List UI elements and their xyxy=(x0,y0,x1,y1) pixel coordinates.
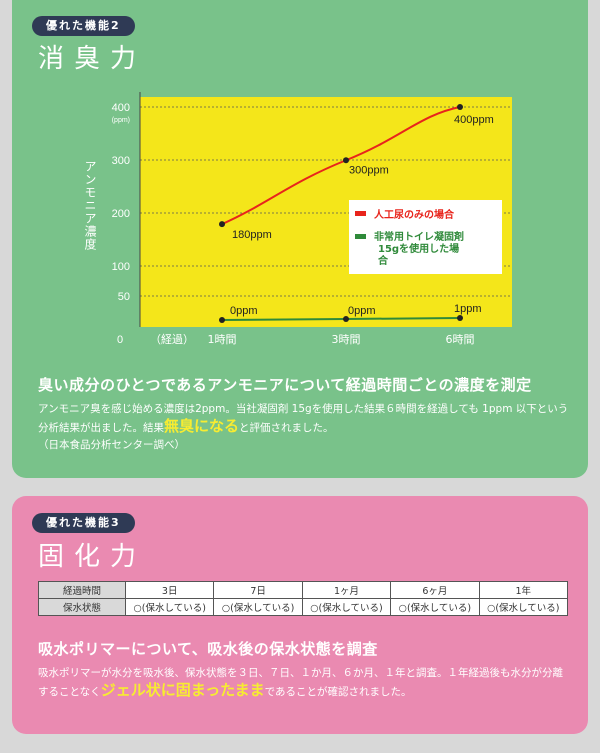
data-point xyxy=(457,104,463,110)
table-cell: ○(保水している) xyxy=(478,598,569,616)
y-tick-label: 50 xyxy=(118,291,130,303)
retention-text-2: であることが確認されました。 xyxy=(264,686,412,698)
legend-swatch xyxy=(355,234,366,239)
y-tick-label: 200 xyxy=(112,208,130,220)
odorless-highlight: 無臭になる xyxy=(164,417,240,435)
table-header-row: 経過時間 3日 7日 1ヶ月 6ヶ月 1年 xyxy=(38,581,569,599)
data-label: 400ppm xyxy=(454,114,494,126)
measurement-text-2: と評価されました。 xyxy=(239,422,334,434)
data-point xyxy=(457,315,463,321)
table-header: 7日 xyxy=(213,581,303,599)
measurement-heading: 臭い成分のひとつであるアンモニアについて経過時間ごとの濃度を測定 xyxy=(38,376,532,394)
legend-swatch xyxy=(355,211,366,216)
section-title: 固化力 xyxy=(38,542,147,572)
data-label: 0ppm xyxy=(230,305,258,317)
y-tick-label: 400 xyxy=(112,102,130,114)
table-cell: ○(保水している) xyxy=(124,598,215,616)
table-cell: ○(保水している) xyxy=(390,598,480,616)
solidifying-description: 吸水ポリマーについて、吸水後の保水状態を調査 吸水ポリマーが水分を吸水後、保水状… xyxy=(38,638,573,701)
row-label: 保水状態 xyxy=(38,598,126,616)
retention-text: 吸水ポリマーが水分を吸水後、保水状態を３日、７日、１か月、６か月、１年と調査。１… xyxy=(38,665,573,701)
feature-badge: 優れた機能3 xyxy=(32,513,135,533)
deodorizing-description: 臭い成分のひとつであるアンモニアについて経過時間ごとの濃度を測定 アンモニア臭を… xyxy=(38,374,573,454)
section-title: 消臭力 xyxy=(38,44,147,74)
table-row: 保水状態 ○(保水している) ○(保水している) ○(保水している) ○(保水し… xyxy=(38,598,569,616)
data-label: 0ppm xyxy=(348,305,376,317)
y-unit-label: (ppm) xyxy=(112,117,130,124)
x-tick-label: 1時間 xyxy=(208,333,237,346)
table-header: 1ヶ月 xyxy=(301,581,392,599)
table-header: 経過時間 xyxy=(38,581,126,599)
data-label: 300ppm xyxy=(349,164,389,176)
retention-heading: 吸水ポリマーについて、吸水後の保水状態を調査 xyxy=(38,640,378,658)
data-label: 1ppm xyxy=(454,303,482,315)
y-tick-label: 100 xyxy=(112,261,130,273)
gel-highlight: ジェル状に固まったまま xyxy=(100,681,265,699)
table-header: 1年 xyxy=(478,581,569,599)
x-tick-label: （経過） xyxy=(150,333,194,346)
data-label: 180ppm xyxy=(232,229,272,241)
data-point xyxy=(219,317,225,323)
table-header: 6ヶ月 xyxy=(390,581,480,599)
table-cell: ○(保水している) xyxy=(213,598,303,616)
y-tick-label: 300 xyxy=(112,155,130,167)
table-header: 3日 xyxy=(124,581,215,599)
legend-label: 非常用トイレ凝固剤 15gを使用した場合 xyxy=(374,230,464,267)
deodorizing-panel: 優れた機能2 消臭力 400 300 200 100 50 (ppm) 0 アンモニア濃度 （経… xyxy=(12,0,588,478)
ammonia-chart: 400 300 200 100 50 (ppm) 0 アンモニア濃度 （経過） 1時間 3時間 6時間… xyxy=(83,92,512,346)
x-tick-label: 6時間 xyxy=(446,333,475,346)
retention-table: 経過時間 3日 7日 1ヶ月 6ヶ月 1年 保水状態 ○(保水している) ○(保… xyxy=(38,581,569,616)
measurement-text: アンモニア臭を感じ始める濃度は2ppm。当社凝固剤 15gを使用した結果６時間を… xyxy=(38,401,573,454)
source-note: （日本食品分析センター調べ） xyxy=(38,439,185,451)
x-tick-label: 3時間 xyxy=(332,333,361,346)
table-cell: ○(保水している) xyxy=(301,598,392,616)
legend-label: 人工尿のみの場合 xyxy=(374,208,455,221)
legend-box xyxy=(349,200,502,274)
data-point xyxy=(219,221,225,228)
y-tick-label: 0 xyxy=(117,334,123,346)
solidifying-panel: 優れた機能3 固化力 経過時間 3日 7日 1ヶ月 6ヶ月 1年 保水状態 ○(… xyxy=(12,496,588,734)
data-point xyxy=(343,157,349,164)
y-axis-title: アンモニア濃度 xyxy=(83,160,97,251)
measurement-text-1: アンモニア臭を感じ始める濃度は2ppm。当社凝固剤 15gを使用した結果６時間を… xyxy=(38,403,569,434)
feature-badge: 優れた機能2 xyxy=(32,16,135,36)
retention-text-1: 吸水ポリマーが水分を吸水後、保水状態を３日、７日、１か月、６か月、１年と調査。１… xyxy=(38,667,563,698)
data-point xyxy=(343,316,349,322)
